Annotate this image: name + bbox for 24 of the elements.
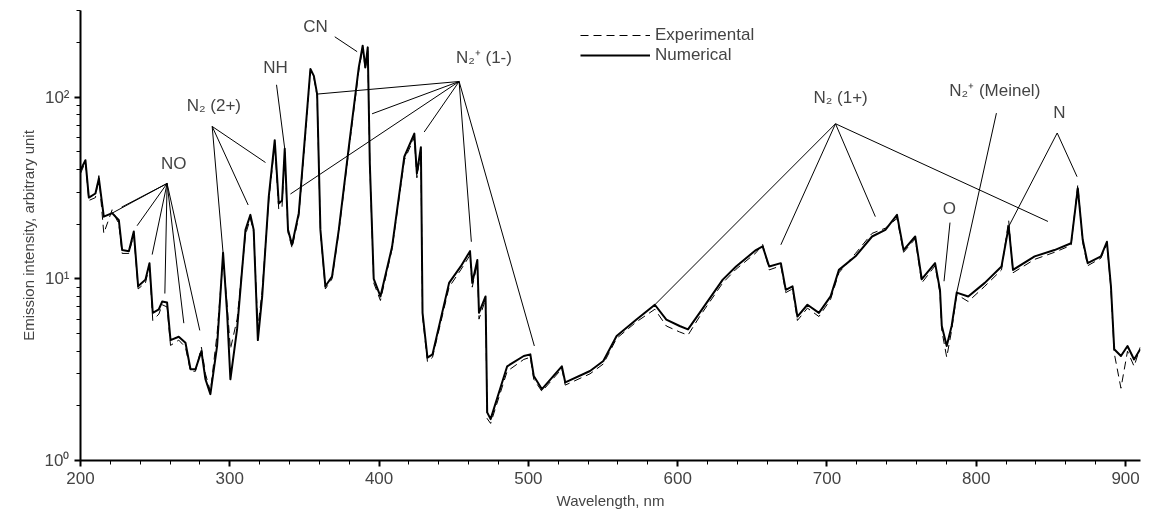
y-tick-label: 10⁰ [44,451,70,470]
annotation: NO [161,154,187,174]
annotation: N₂⁺ (1-) [455,47,512,67]
x-tick-label: 900 [1111,468,1140,488]
x-tick-label: 800 [962,468,991,488]
y-tick-label: 10¹ [44,269,70,289]
x-tick-label: 500 [514,468,543,488]
annotation: N₂ (2+) [186,95,241,115]
x-tick-label: 400 [364,468,394,488]
x-tick-label: 600 [663,468,692,488]
annotation: N₂⁺ (Meinel) [949,80,1041,100]
legend-label: Numerical [655,45,732,65]
legend-label: Experimental [655,25,755,45]
x-tick-label: 700 [812,468,842,488]
y-axis-title: Emission intensity, arbitrary unit [19,129,37,341]
annotation: CN [303,17,328,37]
annotation: N₂ (1+) [813,87,868,107]
annotation: NH [263,57,288,77]
x-tick-label: 300 [215,468,244,488]
annotation: O [942,198,957,218]
x-axis-title: Wavelength, nm [556,491,665,509]
y-tick-label: 10² [44,87,70,107]
x-tick-label: 200 [66,468,95,488]
annotation: N [1053,102,1066,122]
